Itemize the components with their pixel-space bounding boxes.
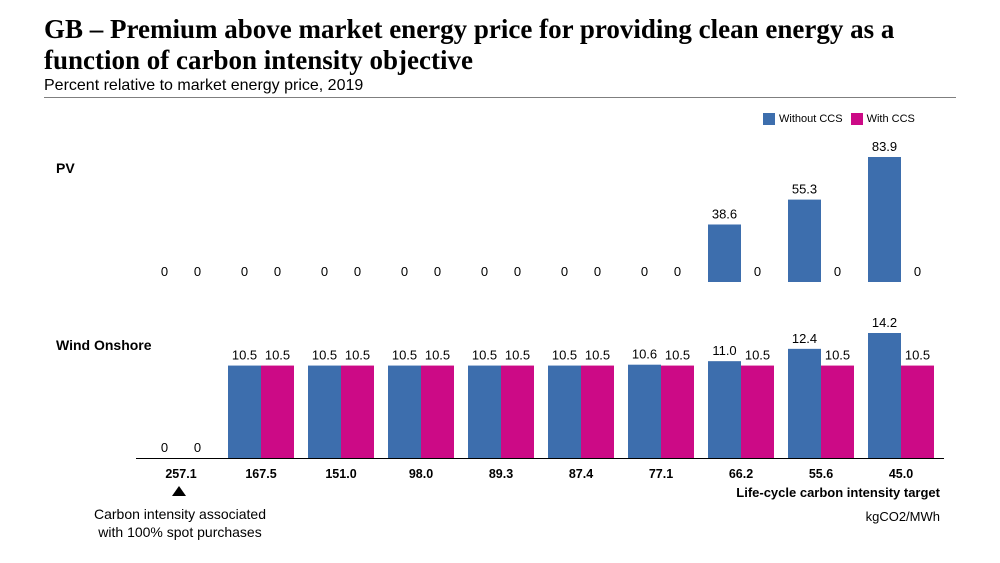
data-label-pv-without-ccs-4: 0 [481,264,488,279]
data-label-pv-without-ccs-6: 0 [641,264,648,279]
data-label-wind-with-ccs-1: 10.5 [265,348,290,363]
bar-wind-without-ccs-5 [548,365,581,458]
data-label-pv-without-ccs-5: 0 [561,264,568,279]
title-divider [44,97,956,98]
x-tick-label-6: 77.1 [649,467,673,481]
data-label-pv-without-ccs-8: 55.3 [792,182,817,197]
data-label-wind-without-ccs-1: 10.5 [232,348,257,363]
legend-swatch-without-ccs [763,113,775,125]
data-label-wind-with-ccs-6: 10.5 [665,348,690,363]
data-label-pv-with-ccs-2: 0 [354,264,361,279]
data-label-wind-with-ccs-2: 10.5 [345,348,370,363]
data-label-pv-without-ccs-9: 83.9 [872,139,897,154]
legend-item-without-ccs: Without CCS [763,113,843,125]
legend: Without CCS With CCS [763,113,923,125]
bar-wind-with-ccs-2 [341,365,374,458]
data-label-wind-with-ccs-3: 10.5 [425,348,450,363]
bar-wind-with-ccs-4 [501,365,534,458]
x-tick-label-9: 45.0 [889,467,913,481]
bar-wind-without-ccs-7 [708,361,741,458]
x-tick-label-1: 167.5 [245,467,276,481]
data-label-wind-without-ccs-6: 10.6 [632,347,657,362]
data-label-pv-without-ccs-3: 0 [401,264,408,279]
bar-wind-with-ccs-5 [581,365,614,458]
data-label-pv-with-ccs-9: 0 [914,264,921,279]
data-label-pv-with-ccs-6: 0 [674,264,681,279]
legend-item-with-ccs: With CCS [850,113,915,125]
data-label-wind-with-ccs-8: 10.5 [825,348,850,363]
x-tick-label-0: 257.1 [165,467,196,481]
data-label-wind-without-ccs-7: 11.0 [712,343,736,358]
data-label-wind-with-ccs-5: 10.5 [585,348,610,363]
data-label-wind-without-ccs-2: 10.5 [312,348,337,363]
bar-wind-without-ccs-9 [868,333,901,458]
panel-label-pv: PV [56,160,75,176]
up-arrow-icon [172,486,186,496]
data-label-pv-without-ccs-7: 38.6 [712,206,737,221]
data-label-pv-with-ccs-4: 0 [514,264,521,279]
data-label-pv-without-ccs-2: 0 [321,264,328,279]
annotation-line-1: Carbon intensity associated [94,506,266,522]
bar-wind-with-ccs-8 [821,365,854,458]
data-label-wind-without-ccs-3: 10.5 [392,348,417,363]
data-label-pv-with-ccs-1: 0 [274,264,281,279]
bar-pv-without-ccs-8 [788,199,821,282]
bar-pv-without-ccs-7 [708,224,741,282]
panel-label-wind-onshore: Wind Onshore [56,337,152,353]
x-tick-label-4: 89.3 [489,467,513,481]
x-tick-label-8: 55.6 [809,467,833,481]
bar-wind-with-ccs-6 [661,365,694,458]
x-tick-label-7: 66.2 [729,467,753,481]
data-label-wind-without-ccs-5: 10.5 [552,348,577,363]
bar-wind-with-ccs-9 [901,365,934,458]
chart-title: GB – Premium above market energy price f… [44,14,895,75]
bar-wind-with-ccs-1 [261,365,294,458]
data-label-wind-without-ccs-0: 0 [161,440,168,455]
data-label-wind-without-ccs-4: 10.5 [472,348,497,363]
bar-wind-without-ccs-3 [388,365,421,458]
x-tick-label-2: 151.0 [325,467,356,481]
data-label-wind-with-ccs-7: 10.5 [745,348,770,363]
data-label-wind-with-ccs-0: 0 [194,440,201,455]
data-label-wind-without-ccs-9: 14.2 [872,315,897,330]
x-axis-unit: kgCO2/MWh [865,509,940,524]
bar-wind-without-ccs-4 [468,365,501,458]
data-label-pv-with-ccs-3: 0 [434,264,441,279]
annotation-line-2: with 100% spot purchases [98,524,262,540]
legend-swatch-with-ccs [850,113,863,125]
data-label-pv-with-ccs-8: 0 [834,264,841,279]
data-label-pv-with-ccs-5: 0 [594,264,601,279]
x-tick-label-5: 87.4 [569,467,593,481]
data-label-pv-without-ccs-0: 0 [161,264,168,279]
x-axis-title: Life-cycle carbon intensity target [736,485,940,500]
bar-wind-with-ccs-7 [741,365,774,458]
spot-purchase-annotation: Carbon intensity associated with 100% sp… [60,505,300,541]
legend-label-with-ccs: With CCS [866,113,915,125]
x-tick-label-3: 98.0 [409,467,433,481]
bar-wind-without-ccs-8 [788,348,821,458]
data-label-pv-without-ccs-1: 0 [241,264,248,279]
bar-wind-without-ccs-2 [308,365,341,458]
legend-label-without-ccs: Without CCS [779,113,843,125]
data-label-wind-with-ccs-9: 10.5 [905,348,930,363]
data-label-wind-without-ccs-8: 12.4 [792,331,817,346]
bar-wind-without-ccs-6 [628,364,661,458]
data-label-pv-with-ccs-0: 0 [194,264,201,279]
bar-pv-without-ccs-9 [868,157,901,282]
data-label-wind-with-ccs-4: 10.5 [505,348,530,363]
bar-wind-without-ccs-1 [228,365,261,458]
data-label-pv-with-ccs-7: 0 [754,264,761,279]
chart-subtitle: Percent relative to market energy price,… [44,77,364,94]
bar-wind-with-ccs-3 [421,365,454,458]
